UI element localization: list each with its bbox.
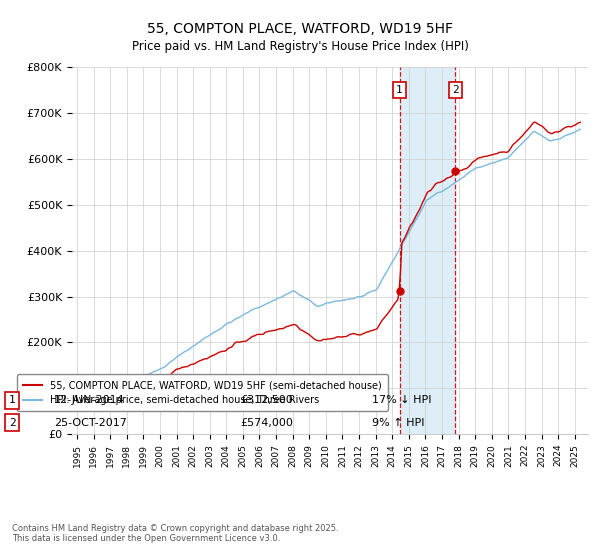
Text: 1: 1 bbox=[396, 85, 403, 95]
Text: 1: 1 bbox=[8, 395, 16, 405]
Text: 2: 2 bbox=[8, 418, 16, 428]
Text: 17% ↓ HPI: 17% ↓ HPI bbox=[372, 395, 431, 405]
Text: £574,000: £574,000 bbox=[240, 418, 293, 428]
Legend: 55, COMPTON PLACE, WATFORD, WD19 5HF (semi-detached house), HPI: Average price, : 55, COMPTON PLACE, WATFORD, WD19 5HF (se… bbox=[17, 375, 388, 411]
Text: 2: 2 bbox=[452, 85, 459, 95]
Text: Contains HM Land Registry data © Crown copyright and database right 2025.
This d: Contains HM Land Registry data © Crown c… bbox=[12, 524, 338, 543]
Text: Price paid vs. HM Land Registry's House Price Index (HPI): Price paid vs. HM Land Registry's House … bbox=[131, 40, 469, 53]
Bar bbox=[400, 67, 455, 434]
Text: 55, COMPTON PLACE, WATFORD, WD19 5HF: 55, COMPTON PLACE, WATFORD, WD19 5HF bbox=[147, 22, 453, 36]
Text: 9% ↑ HPI: 9% ↑ HPI bbox=[372, 418, 425, 428]
Text: 25-OCT-2017: 25-OCT-2017 bbox=[54, 418, 127, 428]
Text: £312,500: £312,500 bbox=[240, 395, 293, 405]
Text: 12-JUN-2014: 12-JUN-2014 bbox=[54, 395, 125, 405]
